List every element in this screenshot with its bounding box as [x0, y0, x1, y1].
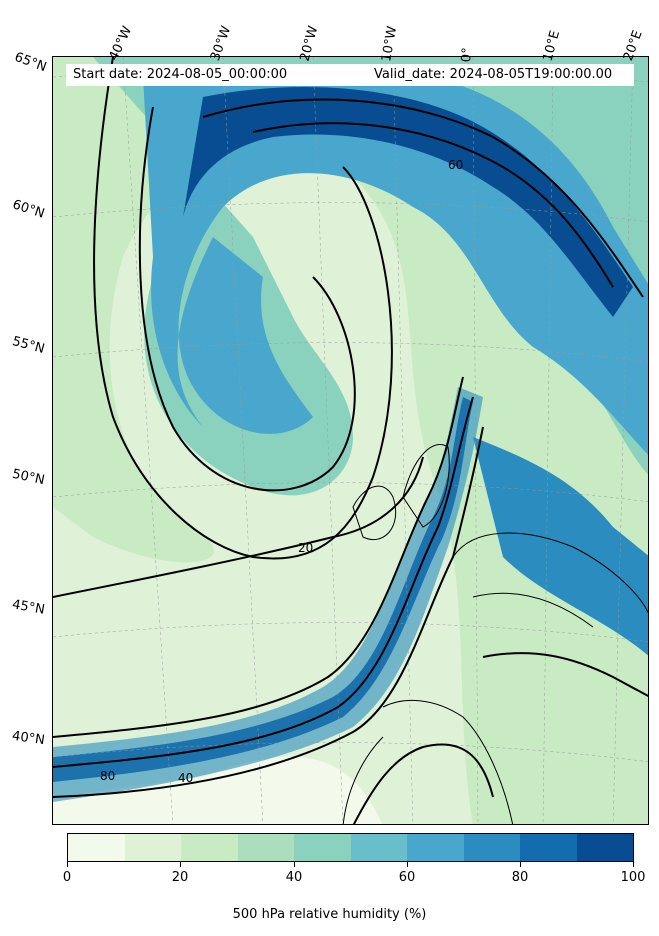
colorbar-label-0: 0 — [62, 870, 72, 885]
graticule — [53, 57, 648, 824]
colorbar-swatch — [463, 834, 520, 861]
lat-label-55n: 55°N — [10, 334, 47, 357]
colorbar-label-40: 40 — [285, 870, 303, 885]
map-panel: 20 40 60 80 — [52, 56, 649, 825]
contour-jet-b — [53, 396, 474, 768]
humidity-map: 20 40 60 80 — [53, 57, 648, 824]
colorbar-label-80: 80 — [511, 870, 529, 885]
colorbar-title: 500 hPa relative humidity (%) — [232, 907, 427, 922]
lat-label-60n: 60°N — [10, 197, 47, 222]
contour-south-loop — [352, 743, 494, 824]
start-date-label: Start date: 2024-08-05_00:00:00 — [73, 67, 288, 82]
colorbar-swatch — [68, 834, 125, 861]
colorbar-tick — [520, 862, 521, 867]
humidity-band-70-east — [473, 437, 648, 656]
colorbar-swatch — [181, 834, 238, 861]
colorbar-tick — [407, 862, 408, 867]
contour-label-40: 40 — [178, 771, 193, 785]
colorbar-tick — [633, 862, 634, 867]
lon-label-0: 0° — [459, 46, 476, 63]
colorbar-tick — [67, 862, 68, 867]
contour-label-20: 20 — [298, 541, 313, 555]
colorbar-tick — [180, 862, 181, 867]
contour-80 — [252, 122, 614, 288]
contour-60 — [202, 98, 644, 298]
lat-label-45n: 45°N — [10, 597, 46, 618]
valid-date-label: Valid_date: 2024-08-05T19:00:00.00 — [374, 67, 613, 82]
colorbar-swatch — [124, 834, 181, 861]
contour-jet-c — [53, 426, 484, 798]
contour-jet-a — [53, 376, 464, 738]
lat-label-40n: 40°N — [11, 728, 46, 749]
colorbar-label-20: 20 — [171, 870, 189, 885]
humidity-band-70-jet — [53, 387, 483, 802]
colorbar-swatch — [407, 834, 464, 861]
lat-label-50n: 50°N — [10, 466, 46, 489]
colorbar — [67, 833, 634, 862]
contour-label-60: 60 — [448, 158, 463, 172]
contour-40 — [138, 106, 356, 492]
header-box — [66, 64, 634, 86]
colorbar-label-60: 60 — [398, 870, 416, 885]
colorbar-swatch — [576, 834, 633, 861]
colorbar-tick — [294, 862, 295, 867]
colorbar-label-100: 100 — [620, 870, 646, 885]
contour-20-southeast — [482, 652, 648, 698]
colorbar-swatch — [237, 834, 294, 861]
colorbar-swatch — [350, 834, 407, 861]
contour-20 — [93, 57, 393, 560]
colorbar-swatch — [520, 834, 577, 861]
lat-label-65n: 65°N — [12, 49, 49, 76]
coastline-europe — [342, 444, 648, 824]
colorbar-swatch — [294, 834, 351, 861]
contour-label-80: 80 — [100, 769, 115, 783]
